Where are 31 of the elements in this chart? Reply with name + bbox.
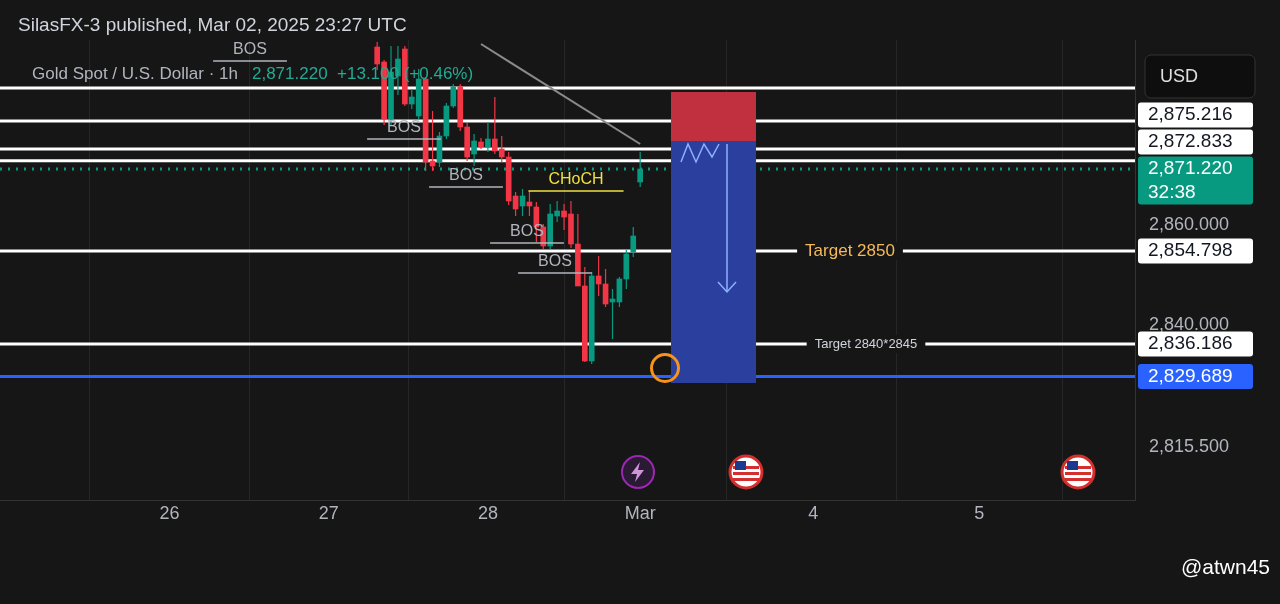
annotation: CHoCH xyxy=(548,170,604,188)
ref-line-label: 2,875.216 xyxy=(1148,103,1233,125)
candlestick xyxy=(478,137,484,150)
annotation: Target 2840*2845 xyxy=(814,335,918,351)
ref-line-label: 2,872.833 xyxy=(1148,130,1233,152)
y-tick-label: 2,815.500 xyxy=(1149,436,1230,457)
text: Gold Spot / U.S. Dollar · 1h xyxy=(32,63,238,83)
ref-line-label: 2,829.689 xyxy=(1148,364,1233,386)
annotation: BOS xyxy=(387,118,421,136)
ref-line-label: 2,854.798 xyxy=(1148,239,1233,261)
candlestick xyxy=(630,226,637,258)
y-tick-label: 2,840.000 xyxy=(1149,313,1230,334)
x-tick-label: 4 xyxy=(808,502,819,523)
x-tick-label: 26 xyxy=(159,502,180,523)
chart-title: SilasFX-3 published, Mar 02, 2025 23:27 UTC xyxy=(18,14,407,36)
x-tick-label: Mar xyxy=(624,502,656,523)
ref-line-label: 2,836.186 xyxy=(1148,332,1233,354)
text: 32:38 xyxy=(1148,180,1196,202)
annotation: BOS xyxy=(538,252,572,270)
candlestick xyxy=(450,83,457,109)
candlestick xyxy=(485,121,491,153)
annotation: Target 2850 xyxy=(805,240,895,260)
y-tick-label: 2,860.000 xyxy=(1149,213,1230,234)
annotation: BOS xyxy=(449,166,483,184)
text: @atwn45 xyxy=(1180,554,1270,578)
y-axis-title: USD xyxy=(1160,65,1199,86)
annotation: BOS xyxy=(233,40,267,58)
x-tick-label: 5 xyxy=(974,502,985,523)
x-tick-label: 28 xyxy=(477,502,498,523)
x-tick-label: 27 xyxy=(318,502,339,523)
ref-line-label: 2,871.220 xyxy=(1148,157,1233,179)
